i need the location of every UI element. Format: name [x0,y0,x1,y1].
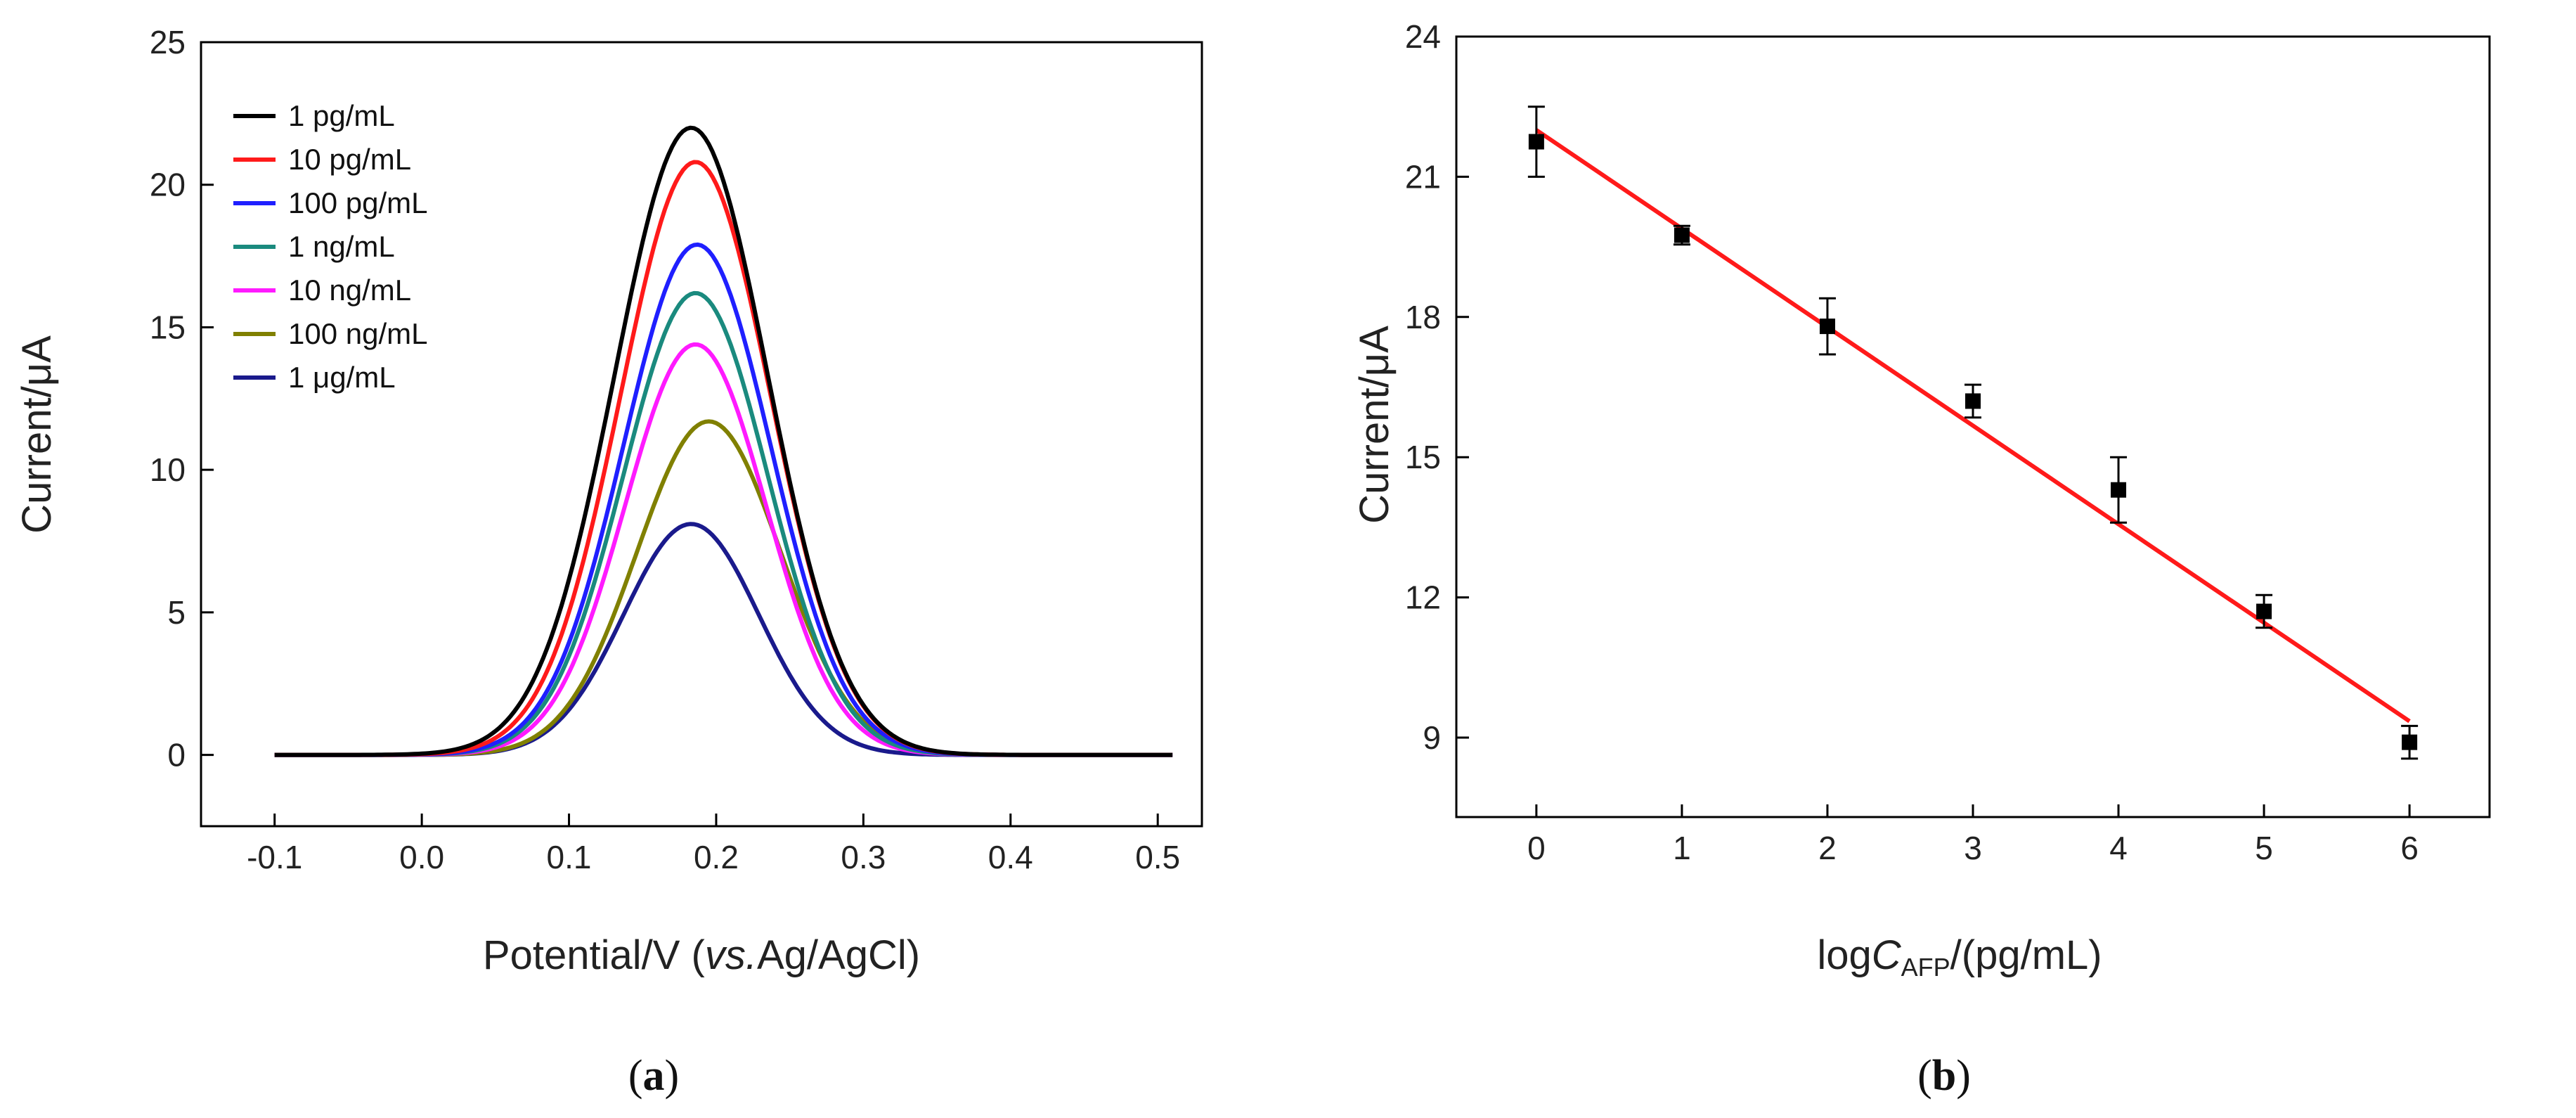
chart-b-y-tick-label: 21 [1405,158,1441,195]
chart-b-data-point [1528,134,1544,150]
chart-a-legend-label: 10 pg/mL [288,143,411,176]
chart-b-x-label-italic: C [1872,932,1902,978]
chart-a-y-label: Current/μA [14,335,60,534]
chart-b-data-point [1965,393,1981,409]
chart-b-x-label-rest: /(pg/mL) [1950,932,2102,978]
chart-a-curves [274,125,1173,757]
chart-b-x-label-pre: log [1817,932,1871,978]
chart-b-y-tick-label: 24 [1405,18,1441,55]
chart-b-x-tick-label: 6 [2400,830,2419,866]
chart-b-x-tick-label: 2 [1818,830,1837,866]
chart-a-y-tick-label: 20 [150,167,186,203]
chart-a-series-line [274,522,1173,757]
chart-b-y-tick-label: 9 [1423,719,1441,756]
chart-a-x-tick-label: 0.5 [1135,839,1180,875]
chart-a-y-tick-label: 25 [150,24,186,60]
chart-a-x-tick-label: -0.1 [247,839,302,875]
chart-b-panel-letter: b [1932,1052,1956,1100]
chart-a-x-label-main: Potential/V ( [483,932,705,978]
chart-a-legend-label: 10 ng/mL [288,274,411,307]
chart-a-y-tick-label: 5 [167,594,186,631]
chart-a-x-tick-label: 0.2 [694,839,739,875]
chart-b-data-point [1819,319,1835,335]
chart-b-x-label-sub: AFP [1901,953,1950,982]
chart-a-y-tick-label: 10 [150,451,186,488]
chart-b-fit [1535,128,2411,724]
chart-b-points [1527,105,2419,760]
chart-b-fit-line [1535,128,2411,724]
chart-b-panel-close: ) [1956,1052,1971,1100]
chart-a-legend-label: 100 ng/mL [288,317,427,350]
chart-a-series-line [274,125,1173,757]
chart-a-x-label-italic: vs. [705,932,757,978]
chart-b-y-tick-label: 12 [1405,579,1441,616]
chart-a-panel-label: (a) [628,1052,679,1100]
chart-b-y-tick-label: 18 [1405,299,1441,335]
chart-b-data-point [2111,482,2127,498]
chart-b-data-point [2402,734,2418,750]
chart-b-data-point [1674,227,1690,243]
chart-a-series-line [274,290,1173,757]
chart-a-x-tick-label: 0.0 [399,839,444,875]
chart-a-x-label: Potential/V (vs.Ag/AgCl) [483,932,920,978]
chart-a-panel-letter: a [643,1052,665,1100]
chart-a-series-line [274,160,1173,757]
chart-b-x-tick-label: 5 [2255,830,2273,866]
chart-a-panel-open: ( [628,1052,643,1100]
chart-a-y-tick-label: 0 [167,737,186,773]
chart-b-x-label: logCAFP/(pg/mL) [1817,932,2102,982]
chart-a-legend: 1 pg/mL 10 pg/mL 100 pg/mL 1 ng/mL 10 ng/mL 1… [233,99,427,394]
chart-a-series-line [274,419,1173,757]
chart-a-legend-label: 1 pg/mL [288,99,395,132]
chart-b-data-point [2256,603,2272,619]
chart-a-y-tick-label: 15 [150,309,186,345]
chart-a-plot-frame [200,41,1203,828]
chart-b-y-label: Current/μA [1352,326,1397,524]
chart-b-x-tick-label: 0 [1527,830,1546,866]
chart-a-legend-label: 100 pg/mL [288,186,427,219]
chart-b-panel-open: ( [1917,1052,1932,1100]
chart-a-legend-label: 1 μg/mL [288,361,396,394]
chart-b-panel-label: (b) [1917,1052,1971,1100]
chart-b-x-tick-label: 1 [1673,830,1691,866]
chart-a: -0.1 0.0 0.1 0.2 0.3 0.4 0.5 0 5 10 15 20 25 1 pg/mL… [14,24,1203,1100]
chart-b-x-tick-label: 3 [1964,830,1982,866]
chart-a-panel-close: ) [665,1052,680,1100]
chart-b-x-tick-label: 4 [2109,830,2128,866]
chart-a-x-tick-label: 0.3 [841,839,886,875]
chart-a-x-tick-label: 0.1 [547,839,592,875]
chart-a-x-tick-label: 0.4 [988,839,1033,875]
chart-a-legend-label: 1 ng/mL [288,230,395,263]
chart-a-ticks: -0.1 0.0 0.1 0.2 0.3 0.4 0.5 0 5 10 15 20 25 [150,24,1180,875]
chart-b-y-tick-label: 15 [1405,439,1441,475]
chart-a-x-label-rest: Ag/AgCl) [757,932,920,978]
